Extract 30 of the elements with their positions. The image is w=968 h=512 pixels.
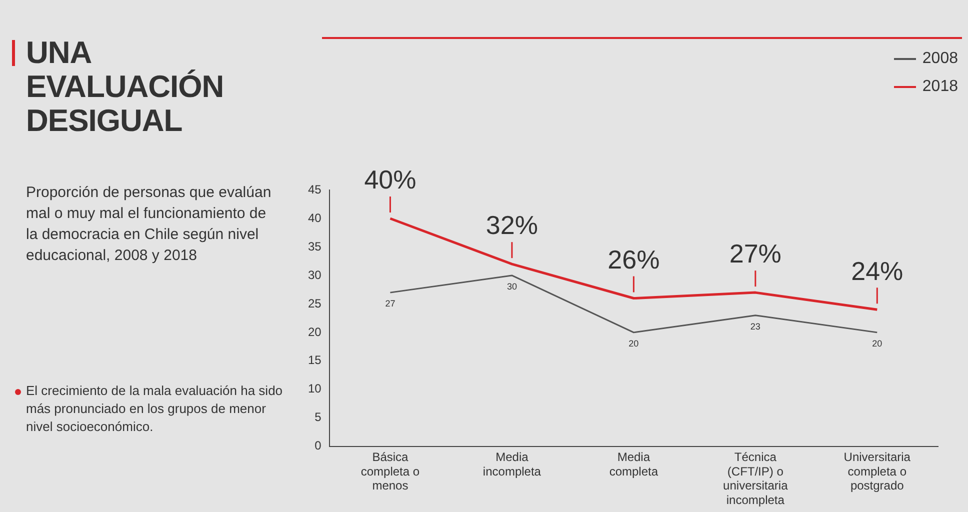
data-label: 26% (608, 244, 660, 274)
chart-title: UNA EVALUACIÓN DESIGUAL (26, 35, 225, 138)
data-label: 27 (385, 298, 396, 309)
data-label: 30 (506, 281, 517, 292)
text: El crecimiento de la mala evaluación ha sido más pronunciado en los grupos de menor nivel socioeconómico. (26, 383, 283, 434)
y-tick-label: 30 (308, 268, 322, 282)
y-tick-label: 5 (314, 410, 322, 424)
x-tick-label: Básica completa o menos (360, 450, 420, 493)
y-tick-label: 25 (308, 296, 322, 310)
data-label: 23 (750, 321, 760, 332)
data-label: 20 (872, 338, 882, 348)
data-label: 27% (729, 238, 782, 269)
data-label: 24% (851, 256, 904, 286)
x-tick-label: Media incompleta (482, 450, 542, 478)
x-tick-label: Técnica (CFT/IP) o universitaria incompleta (723, 450, 788, 508)
legend-label: 2018 (922, 78, 958, 96)
data-label: 40% (364, 164, 416, 195)
x-tick-label: Media completa (609, 450, 658, 478)
text: Proporción de personas que evalúan mal o muy mal el funcionamiento de la democracia en Chile según nivel educacional, 2008 y 2018 (26, 183, 272, 266)
data-label: 20 (628, 338, 639, 348)
y-tick-label: 15 (308, 353, 322, 368)
y-tick-label: 40 (308, 210, 322, 225)
x-tick-label: Universitaria completa o postgrado (844, 450, 911, 493)
data-label: 32% (486, 210, 538, 240)
y-tick-label: 45 (308, 182, 322, 196)
y-tick-label: 10 (308, 382, 322, 396)
y-tick-label: 20 (308, 324, 322, 339)
legend-label: 2008 (922, 50, 958, 68)
y-tick-label: 0 (314, 438, 322, 453)
y-tick-label: 35 (308, 239, 322, 254)
